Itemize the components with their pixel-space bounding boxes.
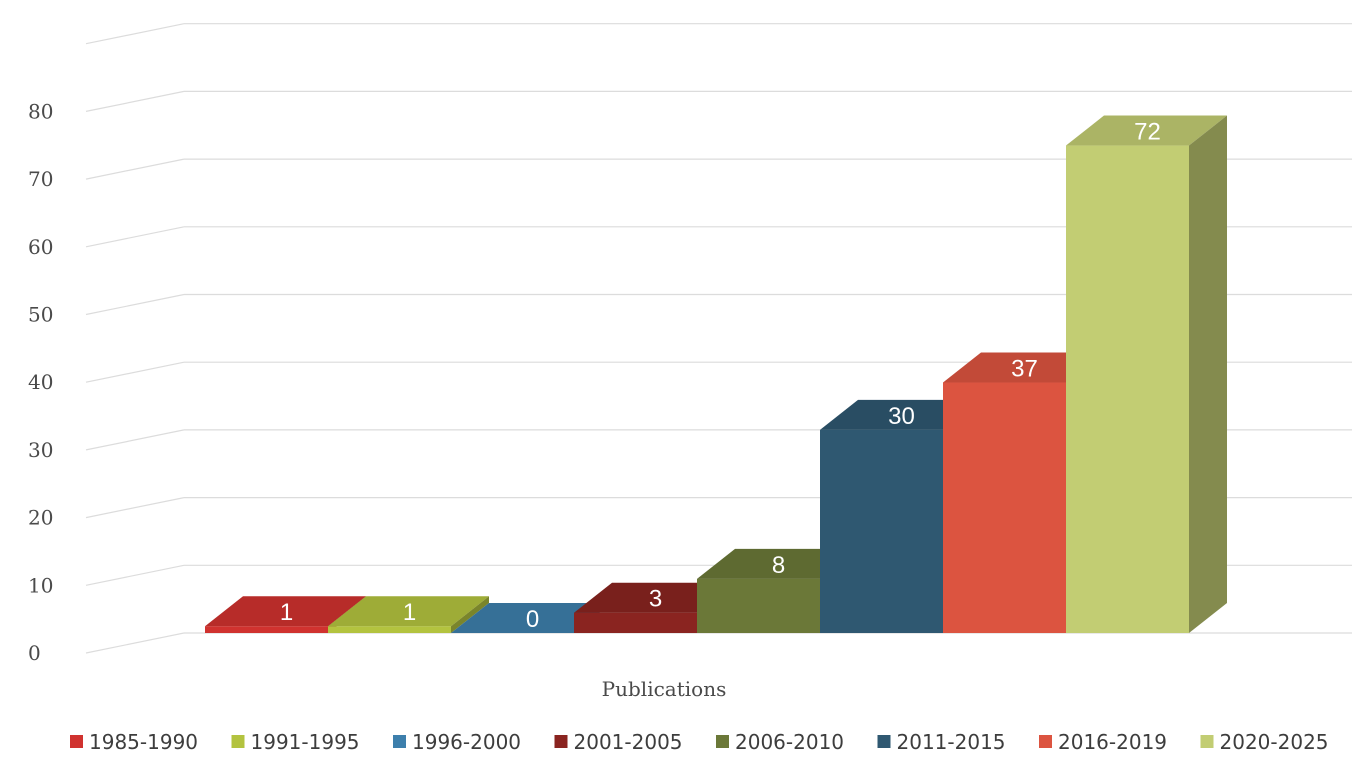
legend-item: 2016-2019: [1039, 730, 1167, 754]
legend-item: 1996-2000: [393, 730, 521, 754]
bar-front: [943, 382, 1066, 633]
legend-label: 2006-2010: [735, 730, 844, 754]
legend-label: 1985-1990: [89, 730, 198, 754]
gridline-side: [85, 293, 185, 316]
gridline-side: [85, 564, 185, 586]
gridline-side: [85, 23, 185, 45]
y-tick-label: 60: [28, 235, 53, 259]
bar-front: [697, 578, 820, 633]
legend-label: 2016-2019: [1058, 730, 1167, 754]
legend-swatch: [554, 735, 568, 748]
legend-item: 2020-2025: [1200, 730, 1329, 754]
bar: [820, 399, 981, 633]
legend-swatch: [716, 735, 729, 748]
y-tick-label: 80: [28, 99, 53, 123]
legend-item: 1991-1995: [231, 730, 360, 754]
bar: [328, 596, 489, 633]
legend-swatch: [877, 735, 891, 748]
data-labels: 1 1 0 3 8 30 37 72: [280, 119, 1161, 633]
legend-swatch: [70, 735, 83, 748]
legend-label: 2011-2015: [897, 730, 1006, 754]
gridline-side: [85, 158, 185, 180]
data-label: 72: [1134, 119, 1161, 146]
legend-item: 2001-2005: [554, 730, 683, 754]
legend-swatch: [1039, 735, 1052, 748]
data-label: 1: [403, 599, 416, 626]
y-tick-label: 20: [28, 506, 53, 530]
data-label: 0: [526, 606, 539, 633]
data-label: 8: [772, 552, 785, 579]
y-tick-label: 40: [28, 370, 53, 394]
data-label: 3: [649, 586, 662, 613]
bar-top: [328, 596, 489, 627]
bar-top: [1066, 115, 1227, 146]
legend-label: 1991-1995: [251, 730, 360, 754]
y-tick-label: 10: [28, 573, 53, 597]
legend-label: 2001-2005: [574, 730, 683, 754]
data-label: 30: [888, 403, 915, 430]
y-axis-ticks: 0 10 20 30 40 50 60 70 80: [28, 99, 53, 665]
y-tick-label: 30: [28, 438, 53, 462]
bar: [451, 603, 612, 633]
bar-front: [1066, 145, 1189, 633]
bar-front: [205, 626, 328, 633]
bars: [205, 115, 1227, 633]
bar-top: [820, 399, 981, 430]
bar-top: [943, 352, 1104, 383]
gridline-side: [85, 632, 185, 654]
bar-front: [574, 612, 697, 633]
legend-swatch: [393, 735, 406, 748]
gridline-side: [85, 226, 185, 248]
bar-front: [328, 626, 451, 633]
y-tick-label: 0: [28, 641, 41, 665]
y-tick-label: 70: [28, 167, 53, 191]
bar: [574, 582, 735, 633]
legend-item: 2006-2010: [716, 730, 844, 754]
bar-top: [574, 582, 735, 613]
x-axis-title: Publications: [602, 677, 727, 701]
gridline-side: [85, 497, 185, 519]
gridline-side: [85, 90, 185, 112]
y-tick-label: 50: [28, 303, 53, 327]
bar-side: [1189, 115, 1227, 633]
legend: 1985-1990 1991-1995 1996-2000 2001-2005 2006…: [70, 730, 1329, 754]
bar-front: [820, 429, 943, 633]
legend-item: 2011-2015: [877, 730, 1006, 754]
legend-label: 1996-2000: [412, 730, 521, 754]
bar-top: [205, 596, 366, 627]
bar-top: [451, 603, 612, 633]
data-label: 37: [1011, 356, 1038, 383]
bar: [1066, 115, 1227, 633]
legend-item: 1985-1990: [70, 730, 198, 754]
data-label: 1: [280, 599, 293, 626]
bar-top: [697, 548, 858, 579]
legend-swatch: [1200, 735, 1214, 748]
bar-side: [451, 596, 489, 633]
legend-label: 2020-2025: [1220, 730, 1329, 754]
legend-swatch: [231, 735, 245, 748]
gridline-side: [85, 361, 185, 383]
gridline-side: [85, 429, 185, 451]
